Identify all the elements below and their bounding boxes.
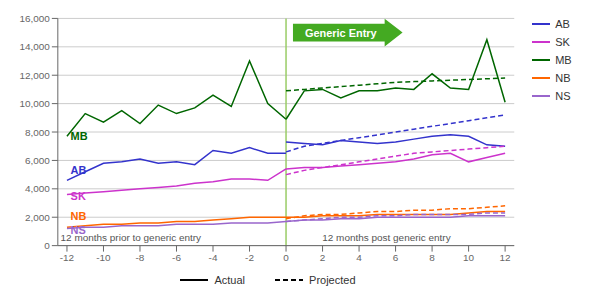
svg-text:12,000: 12,000 <box>19 70 50 81</box>
svg-text:10,000: 10,000 <box>19 98 50 109</box>
html-text:NS: NS <box>555 90 571 102</box>
svg-text:6,000: 6,000 <box>25 155 50 166</box>
svg-text:10: 10 <box>463 252 475 263</box>
svg-text:NS: NS <box>71 224 86 236</box>
svg-text:4: 4 <box>356 252 362 263</box>
svg-text:12 months post generic entry: 12 months post generic entry <box>322 232 450 243</box>
svg-text:0: 0 <box>283 252 289 263</box>
svg-text:-10: -10 <box>96 252 111 263</box>
svg-text:0: 0 <box>44 240 50 251</box>
svg-text:14,000: 14,000 <box>19 41 50 52</box>
html-text:Projected: Projected <box>309 274 356 286</box>
svg-text:NB: NB <box>71 210 87 222</box>
svg-text:12 months prior to generic ent: 12 months prior to generic entry <box>60 231 202 243</box>
html-text:Actual: Actual <box>214 274 245 286</box>
svg-text:-6: -6 <box>172 252 181 263</box>
svg-text:8: 8 <box>429 252 435 263</box>
svg-text:6: 6 <box>393 252 399 263</box>
svg-text:8,000: 8,000 <box>25 127 50 138</box>
html-text:MB: MB <box>555 54 572 66</box>
svg-text:Generic Entry: Generic Entry <box>305 27 378 39</box>
svg-text:-4: -4 <box>209 252 218 263</box>
html-text:NB: NB <box>555 72 571 84</box>
svg-text:-8: -8 <box>136 252 145 263</box>
svg-text:16,000: 16,000 <box>19 13 50 24</box>
svg-text:4,000: 4,000 <box>25 183 50 194</box>
svg-text:-12: -12 <box>60 252 75 263</box>
svg-text:MB: MB <box>71 130 88 142</box>
svg-text:AB: AB <box>71 164 87 176</box>
svg-text:SK: SK <box>71 190 86 202</box>
svg-text:12: 12 <box>500 252 512 263</box>
html-text:SK: SK <box>555 36 570 48</box>
svg-text:2: 2 <box>320 252 326 263</box>
svg-text:2,000: 2,000 <box>25 212 50 223</box>
html-text:AB: AB <box>555 18 570 30</box>
svg-text:-2: -2 <box>245 252 254 263</box>
